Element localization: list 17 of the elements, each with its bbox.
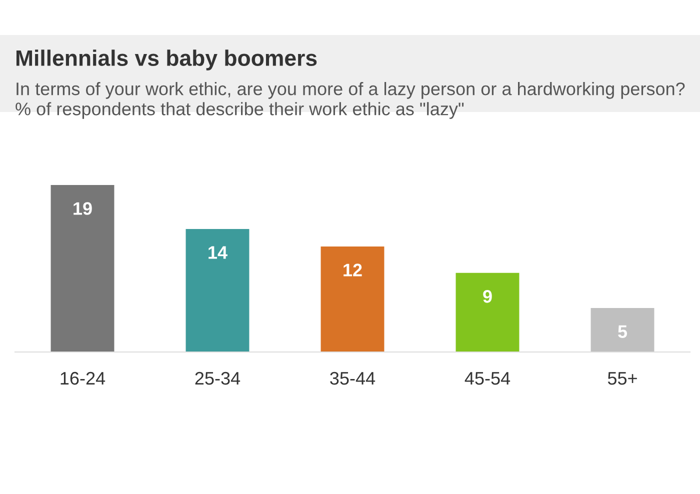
chart-title: Millennials vs baby boomers [16,50,317,70]
data-label: 5 [618,325,628,338]
bar [186,228,250,352]
bar [50,185,114,352]
x-tick-label: 55+ [608,372,637,385]
data-label: 14 [208,246,228,259]
bar [456,272,520,352]
x-tick-label: 25-34 [195,372,240,385]
bar [590,308,654,352]
bar [320,246,384,352]
data-label: 9 [483,290,492,303]
data-label: 19 [74,202,92,215]
x-tick-label: 16-24 [60,372,106,385]
x-tick-label: 45-54 [464,372,510,385]
x-tick-label: 35-44 [330,372,376,385]
chart-subtitle: In terms of your work ethic, are you more of a lazy person or a hardworking person? % of respondents that describe their work ethic as "lazy" [16,82,685,119]
data-label: 12 [344,264,362,276]
